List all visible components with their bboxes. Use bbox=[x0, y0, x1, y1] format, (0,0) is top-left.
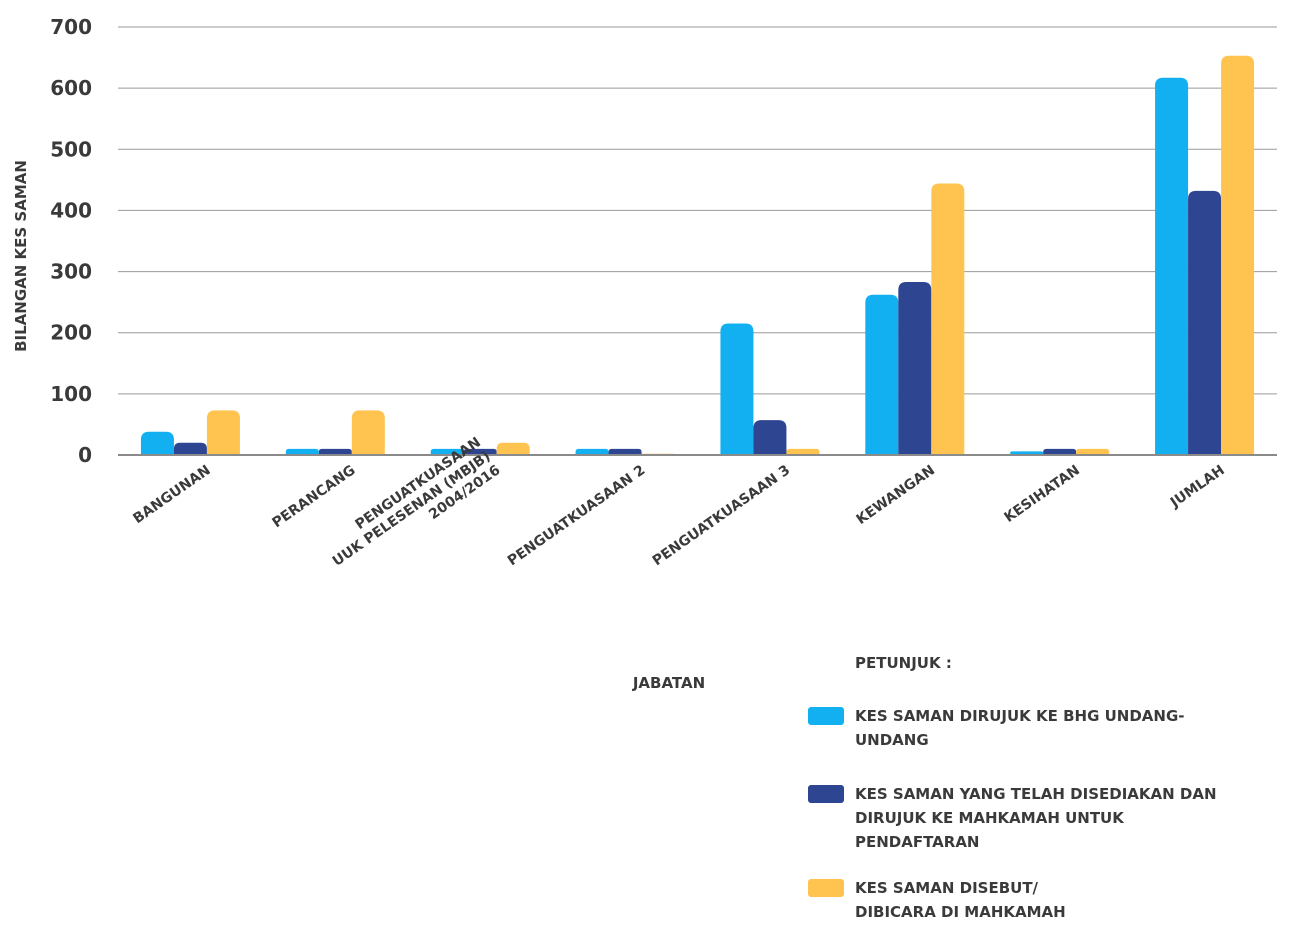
bar bbox=[140, 431, 174, 455]
y-tick-labels: 0 100 200 300 400 500 600 700 bbox=[50, 15, 92, 467]
bar bbox=[898, 281, 932, 455]
bar bbox=[351, 410, 385, 455]
bar bbox=[1043, 448, 1077, 455]
legend-swatch bbox=[808, 707, 844, 725]
x-axis-title: JABATAN bbox=[632, 674, 705, 692]
bar bbox=[865, 294, 899, 455]
bar bbox=[1076, 448, 1110, 455]
x-tick-label: KEWANGAN bbox=[854, 462, 938, 528]
bar bbox=[931, 183, 965, 456]
y-tick-label: 0 bbox=[78, 443, 92, 467]
bar bbox=[285, 448, 319, 455]
bar bbox=[753, 420, 787, 455]
x-tick-label: KESIHATAN bbox=[1001, 462, 1082, 526]
bar bbox=[786, 448, 820, 455]
y-tick-label: 400 bbox=[50, 198, 92, 222]
bar bbox=[1155, 77, 1189, 456]
x-tick-label: JUMLAH bbox=[1167, 462, 1228, 511]
legend-swatch bbox=[808, 785, 844, 803]
legend-label: KES SAMAN DIRUJUK KE BHG UNDANG-UNDANG bbox=[855, 707, 1185, 749]
bar bbox=[463, 448, 497, 455]
bar bbox=[173, 442, 207, 455]
bar bbox=[720, 323, 754, 455]
legend-label: KES SAMAN DISEBUT/DIBICARA DI MAHKAMAH bbox=[855, 879, 1066, 921]
x-tick-label: BANGUNAN bbox=[130, 462, 213, 527]
bar bbox=[206, 410, 240, 455]
y-tick-label: 700 bbox=[50, 15, 92, 39]
legend-swatch bbox=[808, 879, 844, 897]
legend: PETUNJUK : KES SAMAN DIRUJUK KE BHG UNDA… bbox=[808, 654, 1217, 921]
y-tick-label: 200 bbox=[50, 321, 92, 345]
x-tick-label: PENGUATKUASAANUUK PELESENAN (MBJB)2004/2… bbox=[320, 434, 503, 583]
x-tick-label: PERANCANG bbox=[269, 462, 358, 531]
legend-label: KES SAMAN YANG TELAH DISEDIAKAN DAN DIRUJ… bbox=[855, 785, 1217, 851]
y-tick-label: 600 bbox=[50, 76, 92, 100]
bar bbox=[608, 448, 642, 455]
legend-title: PETUNJUK : bbox=[855, 654, 952, 672]
bar bbox=[496, 442, 530, 455]
y-tick-label: 500 bbox=[50, 137, 92, 161]
bar bbox=[318, 448, 352, 455]
x-tick-label: PENGUATKUASAAN 2 bbox=[505, 462, 648, 569]
bar bbox=[430, 448, 464, 455]
bar bbox=[575, 448, 609, 455]
gridlines bbox=[118, 26, 1277, 395]
x-tick-label: PENGUATKUASAAN 3 bbox=[650, 462, 793, 569]
y-tick-label: 100 bbox=[50, 382, 92, 406]
bar bbox=[1221, 55, 1255, 455]
bar bbox=[1188, 190, 1222, 455]
y-tick-label: 300 bbox=[50, 260, 92, 284]
bars bbox=[140, 55, 1255, 456]
y-axis-title: BILANGAN KES SAMAN bbox=[12, 160, 30, 352]
